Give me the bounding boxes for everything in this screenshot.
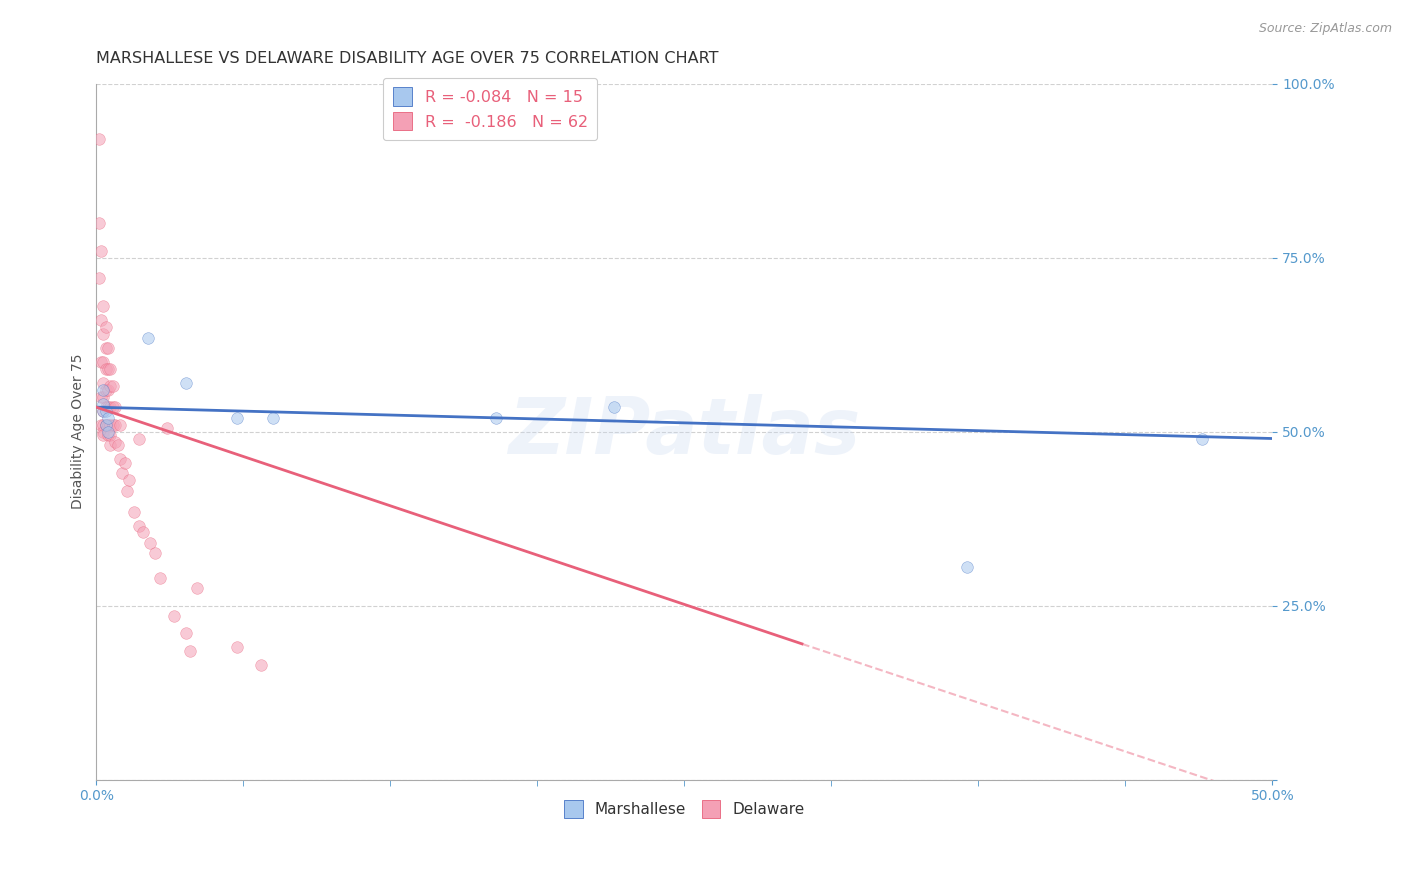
Point [94, 400, 117, 414]
Point [956, 560, 979, 574]
Point [94, 417, 117, 432]
Point [108, 452, 131, 467]
Point [87, 216, 110, 230]
Point [87, 132, 110, 146]
Point [101, 400, 124, 414]
Point [90, 313, 112, 327]
Point [97, 341, 120, 355]
Point [139, 536, 162, 550]
Point [100, 379, 122, 393]
Point [97, 400, 120, 414]
Point [174, 376, 197, 390]
Point [132, 525, 155, 540]
Point [603, 400, 626, 414]
Point [114, 456, 136, 470]
Point [128, 432, 150, 446]
Point [94, 383, 117, 397]
Point [100, 428, 122, 442]
Point [174, 626, 197, 640]
Point [101, 379, 124, 393]
Point [100, 438, 122, 452]
Y-axis label: Disability Age Over 75: Disability Age Over 75 [72, 354, 86, 509]
Point [118, 473, 141, 487]
Point [93, 403, 115, 417]
Point [107, 438, 129, 452]
Point [136, 330, 159, 344]
Point [104, 417, 127, 432]
Point [226, 410, 249, 425]
Point [1191, 432, 1213, 446]
Point [90, 390, 112, 404]
Point [94, 417, 117, 432]
Point [108, 417, 131, 432]
Text: ZIPatlas: ZIPatlas [508, 393, 860, 469]
Point [179, 644, 201, 658]
Point [226, 640, 249, 655]
Point [186, 581, 208, 595]
Point [93, 327, 115, 342]
Point [93, 299, 115, 313]
Point [104, 435, 127, 450]
Point [143, 546, 166, 560]
Point [100, 400, 122, 414]
Point [149, 571, 172, 585]
Text: Source: ZipAtlas.com: Source: ZipAtlas.com [1258, 22, 1392, 36]
Point [94, 362, 117, 376]
Point [93, 403, 115, 417]
Point [94, 403, 117, 417]
Point [156, 421, 179, 435]
Point [115, 483, 138, 498]
Point [93, 397, 115, 411]
Point [100, 417, 122, 432]
Point [100, 362, 122, 376]
Point [93, 428, 115, 442]
Point [90, 417, 112, 432]
Point [97, 383, 120, 397]
Point [97, 417, 120, 432]
Point [94, 341, 117, 355]
Point [128, 518, 150, 533]
Point [93, 355, 115, 369]
Point [122, 505, 145, 519]
Point [97, 425, 120, 439]
Point [97, 362, 120, 376]
Text: MARSHALLESE VS DELAWARE DISABILITY AGE OVER 75 CORRELATION CHART: MARSHALLESE VS DELAWARE DISABILITY AGE O… [97, 51, 718, 66]
Point [163, 609, 186, 624]
Point [94, 320, 117, 334]
Point [93, 417, 115, 432]
Legend: Marshallese, Delaware: Marshallese, Delaware [558, 794, 810, 824]
Point [90, 244, 112, 258]
Point [97, 410, 120, 425]
Point [262, 410, 284, 425]
Point [93, 383, 115, 397]
Point [485, 410, 508, 425]
Point [93, 425, 115, 439]
Point [97, 428, 120, 442]
Point [104, 400, 127, 414]
Point [87, 271, 110, 285]
Point [111, 467, 134, 481]
Point [93, 390, 115, 404]
Point [250, 657, 273, 672]
Point [93, 376, 115, 390]
Point [90, 355, 112, 369]
Point [101, 417, 124, 432]
